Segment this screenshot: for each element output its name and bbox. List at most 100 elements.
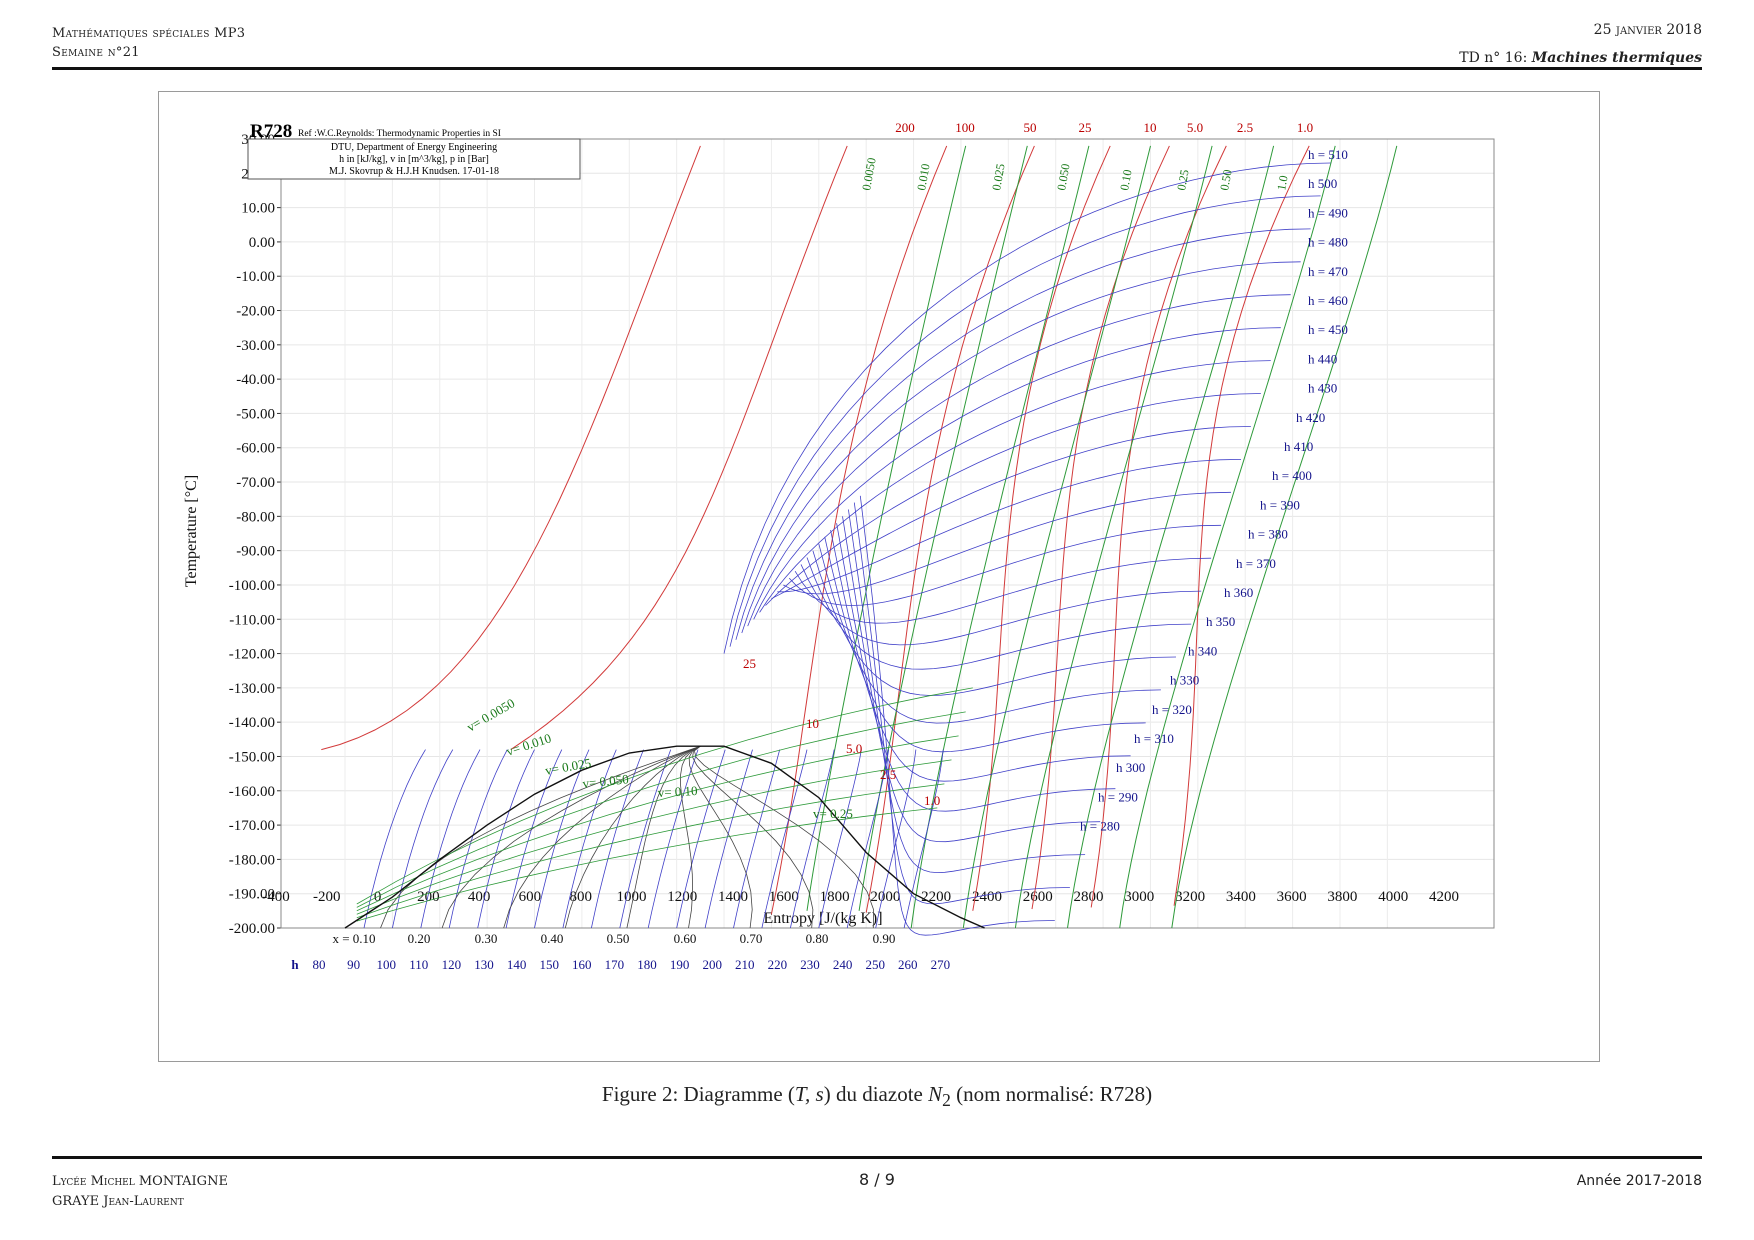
pressure-top-label: 25 bbox=[1079, 120, 1092, 135]
isenthalp-line bbox=[842, 516, 1101, 843]
quality-label: x = 0.10 bbox=[332, 931, 375, 946]
volume-top-label: 0.010 bbox=[914, 163, 932, 192]
y-tick-label: -40.00 bbox=[236, 372, 275, 388]
x-tick-label: 3600 bbox=[1277, 889, 1307, 905]
x-tick-label: 1000 bbox=[616, 889, 646, 905]
pressure-top-label: 5.0 bbox=[1187, 120, 1203, 135]
quality-label: 0.70 bbox=[740, 931, 763, 946]
chart-title: R728 bbox=[250, 121, 292, 142]
isenthalp-dome-line bbox=[534, 749, 590, 929]
enthalpy-right-label: h = 470 bbox=[1308, 264, 1348, 279]
isenthalp-dome-line bbox=[875, 749, 917, 929]
y-tick-label: -60.00 bbox=[236, 441, 275, 457]
isenthalp-line bbox=[794, 557, 1212, 624]
enthalpy-bottom-label: 130 bbox=[474, 957, 494, 972]
isobar-line bbox=[321, 145, 701, 751]
header-rule bbox=[52, 67, 1702, 70]
x-tick-label: 2800 bbox=[1074, 889, 1104, 905]
enthalpy-right-label: h 360 bbox=[1224, 585, 1253, 600]
enthalpy-right-label: h 500 bbox=[1308, 176, 1337, 191]
enthalpy-right-label: h 420 bbox=[1296, 410, 1325, 425]
x-tick-label: 1800 bbox=[820, 889, 850, 905]
isenthalp-line bbox=[777, 459, 1242, 593]
pressure-top-label: 100 bbox=[955, 120, 975, 135]
week-label: Semaine n°21 bbox=[52, 45, 140, 60]
isenthalp-line bbox=[824, 536, 1146, 753]
x-tick-label: 400 bbox=[468, 889, 491, 905]
y-tick-label: -110.00 bbox=[229, 612, 275, 628]
isenthalp-line bbox=[729, 195, 1321, 647]
x-tick-label: 600 bbox=[519, 889, 542, 905]
isochore-line bbox=[1171, 145, 1398, 929]
quality-label: 0.80 bbox=[806, 931, 829, 946]
quality-line bbox=[503, 745, 701, 929]
info-box bbox=[247, 138, 581, 180]
enthalpy-bottom-label: 260 bbox=[898, 957, 918, 972]
volume-top-label: 0.0050 bbox=[859, 157, 879, 192]
footer-rule bbox=[52, 1156, 1702, 1159]
caption-middle: ) du diazote bbox=[823, 1082, 929, 1106]
figure-caption: Figure 2: Diagramme (T, s) du diazote N2… bbox=[0, 1082, 1754, 1111]
x-tick-label: -400 bbox=[262, 889, 290, 905]
enthalpy-right-label: h 430 bbox=[1308, 381, 1337, 396]
isenthalp-dome-line bbox=[790, 749, 835, 929]
quality-label: 0.60 bbox=[674, 931, 697, 946]
isenthalp-line bbox=[759, 360, 1271, 613]
enthalpy-right-label: h = 480 bbox=[1308, 235, 1348, 250]
x-tick-label: -200 bbox=[313, 889, 341, 905]
quality-line bbox=[564, 745, 701, 929]
isochore-line bbox=[1119, 145, 1336, 929]
isochore-line bbox=[858, 145, 1028, 911]
info-line: M.J. Skovrup & H.J.H Knudsen. 17-01-18 bbox=[329, 166, 499, 177]
x-axis-label: Entropy [J/(kg K)] bbox=[763, 910, 882, 927]
isochore-dome-line bbox=[356, 759, 952, 915]
y-tick-label: -100.00 bbox=[229, 578, 275, 594]
enthalpy-right-label: h = 390 bbox=[1260, 497, 1300, 512]
pressure-dome-label: 25 bbox=[743, 656, 756, 671]
isenthalp-line bbox=[806, 557, 1192, 670]
plot-area bbox=[280, 138, 1495, 929]
enthalpy-bottom-label: 140 bbox=[507, 957, 526, 972]
volume-top-label: 0.50 bbox=[1217, 168, 1234, 191]
isenthalp-dome-line bbox=[363, 749, 426, 929]
page-number: 8 / 9 bbox=[859, 1170, 895, 1189]
y-tick-label: 10.00 bbox=[241, 201, 275, 217]
enthalpy-right-label: h = 280 bbox=[1080, 819, 1120, 834]
quality-line bbox=[692, 745, 814, 929]
isochore-dome-line bbox=[356, 807, 938, 922]
caption-math: T, s bbox=[794, 1082, 824, 1106]
saturation-dome bbox=[344, 745, 985, 929]
isenthalp-line bbox=[836, 523, 1116, 812]
isenthalp-line bbox=[741, 261, 1301, 634]
enthalpy-right-label: h = 450 bbox=[1308, 322, 1348, 337]
enthalpy-bottom-label: h bbox=[291, 957, 299, 972]
y-tick-label: -20.00 bbox=[236, 304, 275, 320]
teacher-name: GRAYE Jean-Laurent bbox=[52, 1194, 184, 1209]
y-tick-label: -180.00 bbox=[229, 852, 275, 868]
isenthalp-dome-line bbox=[448, 749, 508, 929]
y-tick-label: -70.00 bbox=[236, 475, 275, 491]
enthalpy-right-label: h 340 bbox=[1188, 643, 1217, 658]
y-tick-label: -190.00 bbox=[229, 887, 275, 903]
enthalpy-bottom-label: 120 bbox=[442, 957, 462, 972]
enthalpy-bottom-label: 180 bbox=[637, 957, 657, 972]
enthalpy-bottom-label: 230 bbox=[800, 957, 820, 972]
isochore-dome-line bbox=[356, 687, 973, 905]
enthalpy-bottom-label: 150 bbox=[539, 957, 559, 972]
y-tick-label: -30.00 bbox=[236, 338, 275, 354]
page-header-right: 25 janvier 2018 TD n° 16: Machines therm… bbox=[1459, 16, 1702, 72]
y-tick-label: -80.00 bbox=[236, 509, 275, 525]
pressure-top-label: 10 bbox=[1144, 120, 1157, 135]
enthalpy-bottom-label: 210 bbox=[735, 957, 755, 972]
isenthalp-line bbox=[848, 509, 1086, 874]
isenthalp-dome-line bbox=[846, 749, 890, 929]
quality-label: 0.90 bbox=[873, 931, 896, 946]
pressure-dome-label: 1.0 bbox=[924, 793, 940, 808]
volume-dome-label: v= 0.10 bbox=[657, 783, 698, 800]
school-name: Lycée Michel MONTAIGNE bbox=[52, 1174, 228, 1189]
enthalpy-right-label: h = 310 bbox=[1134, 731, 1174, 746]
enthalpy-right-label: h = 490 bbox=[1308, 205, 1348, 220]
isenthalp-dome-line bbox=[676, 749, 726, 929]
caption-species: N bbox=[928, 1082, 943, 1106]
x-tick-label: 4000 bbox=[1378, 889, 1408, 905]
